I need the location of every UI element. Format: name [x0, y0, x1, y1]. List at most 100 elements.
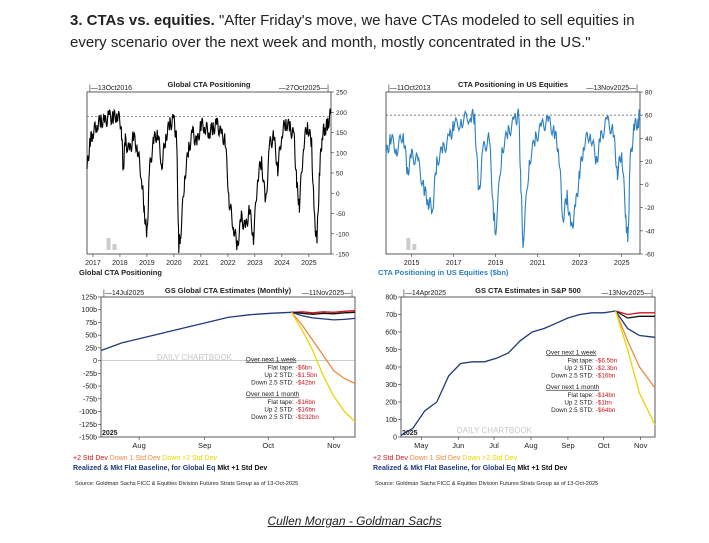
- global-cta-xtick-label: 2023: [247, 260, 263, 267]
- cta-us-equities-start-label: |—11Oct2013: [388, 85, 431, 92]
- gs-cta-estimates-sp500-chart: GS CTA Estimates in S&P 500 |—14Apr2025 —1…: [373, 286, 655, 487]
- global-cta-ytick-label: 50: [336, 171, 344, 178]
- gs-cta-estimates-sp500-week-title: Over next 1 week: [546, 349, 597, 356]
- cta-us-equities-ytick-label: 60: [645, 113, 653, 120]
- gs-cta-estimates-sp500-week-value: -$16bn: [596, 372, 616, 379]
- cta-us-equities-ytick-label: -60: [645, 252, 655, 259]
- global-cta-ytick-label: -150: [336, 252, 349, 259]
- global-cta-ytick-label: -100: [336, 231, 349, 238]
- gs-cta-estimates-monthly-year-label: 2025: [102, 430, 118, 437]
- cta-us-equities-ytick-label: -40: [645, 228, 655, 235]
- gs-cta-estimates-monthly-end-label: —11Nov2025—|: [302, 290, 353, 297]
- gs-cta-estimates-sp500-ytick-label: 50b: [385, 347, 397, 354]
- gs-cta-estimates-sp500-ytick-label: 30b: [385, 382, 397, 389]
- gs-cta-estimates-sp500-week-label: Flat tape:: [568, 357, 595, 364]
- gs-cta-estimates-sp500-legend-entry: +2 Std Dev: [373, 455, 408, 462]
- gs-cta-estimates-monthly-month-value: -$232bn: [296, 414, 320, 421]
- gs-cta-estimates-sp500-legend-entry: Down 1 Std Dev: [408, 455, 461, 462]
- gs-cta-estimates-monthly-month-value: -$16bn: [296, 399, 316, 406]
- global-cta-ytick-label: 100: [336, 150, 347, 157]
- cta-us-equities-chart: CTA Positioning in US Equities|—11Oct201…: [378, 80, 655, 277]
- gs-cta-estimates-monthly-ytick-label: -75b: [83, 396, 97, 403]
- gs-cta-estimates-monthly-ytick-label: 0: [93, 358, 97, 365]
- global-cta-xtick-label: 2020: [166, 260, 182, 267]
- gs-cta-estimates-monthly-xtick-label: Nov: [327, 441, 341, 450]
- global-cta-ytick-label: -50: [336, 211, 346, 218]
- cta-us-equities-ytick-label: 80: [645, 90, 653, 97]
- global-cta-xtick-label: 2024: [274, 260, 290, 267]
- global-cta-title: Global CTA Positioning: [168, 80, 251, 89]
- gs-cta-estimates-monthly-ytick-label: -150b: [79, 435, 97, 442]
- gs-cta-estimates-monthly-title: GS Global CTA Estimates (Monthly): [165, 286, 292, 295]
- gs-cta-estimates-monthly-watermark: DAILY CHARTBOOK: [157, 353, 233, 362]
- gs-cta-estimates-monthly-xtick-label: Oct: [262, 441, 275, 450]
- global-cta-xtick-label: 2019: [139, 260, 155, 267]
- gs-cta-estimates-sp500-month-value: -$1bn: [596, 399, 613, 406]
- cta-charts-svg: Global CTA Positioning|—13Oct2016 —27Oct2…: [73, 75, 663, 512]
- gs-cta-estimates-sp500-legend-mkt: Mkt +1 Std Dev: [515, 465, 567, 472]
- gs-cta-estimates-monthly-ytick-label: -25b: [83, 371, 97, 378]
- cta-us-equities-end-label: —13Nov2025—|: [586, 85, 638, 92]
- gs-cta-estimates-sp500-ytick-label: 60b: [385, 330, 397, 337]
- gs-cta-estimates-monthly-week-value: -$6bn: [296, 364, 313, 371]
- gs-cta-estimates-monthly-month-label: Flat tape:: [268, 399, 295, 406]
- global-cta-xtick-label: 2018: [112, 260, 128, 267]
- gs-cta-estimates-monthly-week-label: Down 2.5 STD:: [251, 379, 294, 386]
- gs-cta-estimates-monthly-chart: GS Global CTA Estimates (Monthly) |—14Jul…: [73, 286, 355, 487]
- gs-cta-estimates-monthly-start-label: |—14Jul2025: [103, 290, 144, 297]
- gs-cta-estimates-sp500-legend-line1: +2 Std Dev Down 1 Std Dev Down >2 Std De…: [373, 455, 517, 462]
- gs-cta-estimates-monthly-week-value: -$1.5bn: [296, 372, 318, 379]
- gs-cta-estimates-monthly-source: Source: Goldman Sachs FICC & Equities Di…: [75, 481, 298, 487]
- gs-cta-estimates-monthly-week-label: Flat tape:: [268, 364, 295, 371]
- gs-cta-estimates-sp500-month-title: Over next 1 month: [546, 384, 600, 391]
- gs-cta-estimates-sp500-end-label: —13Nov2025—|: [601, 290, 653, 297]
- cta-us-equities-watermark-mark: [412, 244, 416, 250]
- cta-figure: Global CTA Positioning |—13Oct2016 —27Oct2…: [73, 75, 663, 512]
- gs-cta-estimates-sp500-month-label: Flat tape:: [568, 392, 595, 399]
- gs-cta-estimates-sp500-ytick-label: 70b: [385, 312, 397, 319]
- gs-cta-estimates-monthly-legend-entry: +2 Std Dev: [73, 455, 108, 462]
- cta-us-equities-xtick-label: 2023: [572, 260, 588, 267]
- gs-cta-estimates-sp500-xtick-label: Aug: [524, 441, 537, 450]
- global-cta-ytick-label: 150: [336, 130, 347, 137]
- gs-cta-estimates-monthly-legend-entry: Down 1 Std Dev: [108, 455, 161, 462]
- gs-cta-estimates-sp500-ytick-label: 40b: [385, 365, 397, 372]
- global-cta-xtick-label: 2022: [220, 260, 236, 267]
- gs-cta-estimates-monthly-legend-line1: +2 Std Dev Down 1 Std Dev Down >2 Std De…: [73, 455, 217, 462]
- gs-cta-estimates-sp500-legend-baseline: Realized & Mkt Flat Baseline, for Global…: [373, 465, 515, 472]
- global-cta-xtick-label: 2025: [301, 260, 317, 267]
- source-caption-link[interactable]: Cullen Morgan - Goldman Sachs: [0, 514, 709, 528]
- gs-cta-estimates-sp500-ytick-label: 0: [393, 435, 397, 442]
- gs-cta-estimates-sp500-week-value: -$2.3bn: [596, 365, 618, 372]
- global-cta-xlabel: Global CTA Positioning: [79, 268, 162, 277]
- gs-cta-estimates-sp500-xtick-label: Oct: [598, 441, 611, 450]
- gs-cta-estimates-sp500-ytick-label: 10b: [385, 417, 397, 424]
- gs-cta-estimates-monthly-legend-entry: Down >2 Std Dev: [160, 455, 217, 462]
- gs-cta-estimates-sp500-legend-line2: Realized & Mkt Flat Baseline, for Global…: [373, 465, 567, 472]
- gs-cta-estimates-monthly-month-label: Down 2.5 STD:: [251, 414, 294, 421]
- article-heading: 3. CTAs vs. equities. "After Friday's mo…: [70, 10, 670, 54]
- gs-cta-estimates-sp500-week-label: Down 2.5 STD:: [551, 372, 594, 379]
- gs-cta-estimates-sp500-ytick-label: 80b: [385, 295, 397, 302]
- gs-cta-estimates-sp500-xtick-label: Jul: [489, 441, 499, 450]
- gs-cta-estimates-monthly-ytick-label: 125b: [81, 295, 97, 302]
- gs-cta-estimates-monthly-legend-line2: Realized & Mkt Flat Baseline, for Global…: [73, 465, 267, 472]
- global-cta-watermark-mark: [113, 244, 117, 250]
- gs-cta-estimates-monthly-xtick-label: Aug: [132, 441, 145, 450]
- gs-cta-estimates-monthly-month-title: Over next 1 month: [246, 391, 300, 398]
- gs-cta-estimates-sp500-month-value: -$14bn: [596, 392, 616, 399]
- gs-cta-estimates-monthly-week-title: Over next 1 week: [246, 356, 297, 363]
- gs-cta-estimates-monthly-xtick-label: Sep: [198, 441, 211, 450]
- global-cta-ytick-label: 250: [336, 90, 347, 97]
- gs-cta-estimates-sp500-week-value: -$6.5bn: [596, 357, 618, 364]
- global-cta-xtick-label: 2017: [85, 260, 101, 267]
- global-cta-end-label: —27Oct2025—|: [279, 85, 329, 92]
- global-cta-ytick-label: 0: [336, 191, 340, 198]
- gs-cta-estimates-monthly-ytick-label: -125b: [79, 422, 97, 429]
- cta-us-equities-xtick-label: 2021: [530, 260, 546, 267]
- gs-cta-estimates-sp500-start-label: |—14Apr2025: [403, 290, 446, 297]
- gs-cta-estimates-sp500-legend-entry: Down >2 Std Dev: [460, 455, 517, 462]
- gs-cta-estimates-monthly-week-label: Up 2 STD:: [264, 372, 294, 379]
- gs-cta-estimates-monthly-ytick-label: 25b: [85, 345, 97, 352]
- gs-cta-estimates-monthly-ytick-label: 75b: [85, 320, 97, 327]
